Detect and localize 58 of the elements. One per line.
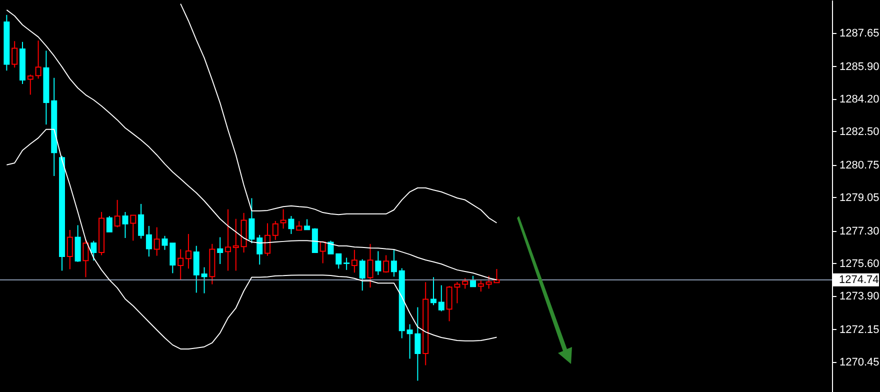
candlestick	[367, 243, 374, 288]
candlestick	[256, 234, 263, 266]
candlestick	[122, 211, 128, 238]
y-tick-label: 1282.50	[840, 126, 880, 138]
candlestick	[462, 278, 468, 290]
candlestick	[193, 245, 200, 294]
candlestick	[185, 233, 192, 270]
candlestick	[82, 238, 89, 278]
candlestick	[344, 257, 350, 270]
line-series	[6, 128, 498, 350]
candlestick	[12, 40, 18, 68]
candlestick	[328, 240, 334, 254]
candlestick	[224, 208, 231, 272]
y-tick-label: 1277.30	[840, 225, 880, 238]
candlestick	[90, 240, 97, 262]
candlestick	[74, 224, 81, 262]
candlestick	[336, 253, 342, 270]
y-tick-label: 1270.45	[840, 356, 880, 368]
ref-line-label: 1274.74	[839, 274, 879, 286]
y-tick-label: 1273.90	[840, 290, 880, 302]
candlestick	[66, 229, 73, 270]
candlestick	[438, 284, 444, 312]
y-tick-label: 1287.65	[840, 27, 880, 40]
y-tick-label: 1284.20	[840, 93, 880, 106]
candlestick	[248, 198, 255, 244]
candlestick	[154, 226, 160, 256]
candlestick	[130, 214, 136, 242]
candlestick	[264, 222, 271, 256]
candlestick	[312, 228, 318, 254]
line-series	[180, 3, 498, 224]
candlestick	[478, 280, 484, 292]
candlestick	[138, 203, 144, 240]
y-tick-label: 1285.90	[840, 60, 880, 73]
y-tick-label: 1275.60	[840, 258, 880, 270]
candlestick	[390, 249, 397, 278]
candlestick	[201, 266, 208, 294]
candlestick	[146, 225, 152, 258]
candlestick	[114, 199, 120, 228]
y-tick-label: 1279.05	[840, 192, 880, 204]
candlestick	[288, 215, 294, 234]
candlestick	[320, 240, 326, 264]
candlestick	[272, 220, 278, 240]
candlestick	[27, 74, 34, 96]
candlestick	[470, 275, 476, 288]
y-tick-label: 1272.15	[840, 324, 880, 336]
candlestick	[106, 215, 112, 232]
candlestick	[217, 236, 224, 265]
y-tick-label: 1280.75	[840, 159, 880, 172]
candlestick	[35, 40, 42, 80]
candlestick	[375, 250, 382, 276]
candlestick	[359, 258, 366, 292]
candlestick	[430, 276, 436, 306]
candlestick	[232, 218, 239, 272]
candlestick	[280, 208, 286, 230]
candlestick	[178, 248, 184, 280]
candlestick	[351, 249, 358, 274]
candlestick	[383, 254, 390, 274]
candlestick	[304, 218, 310, 230]
